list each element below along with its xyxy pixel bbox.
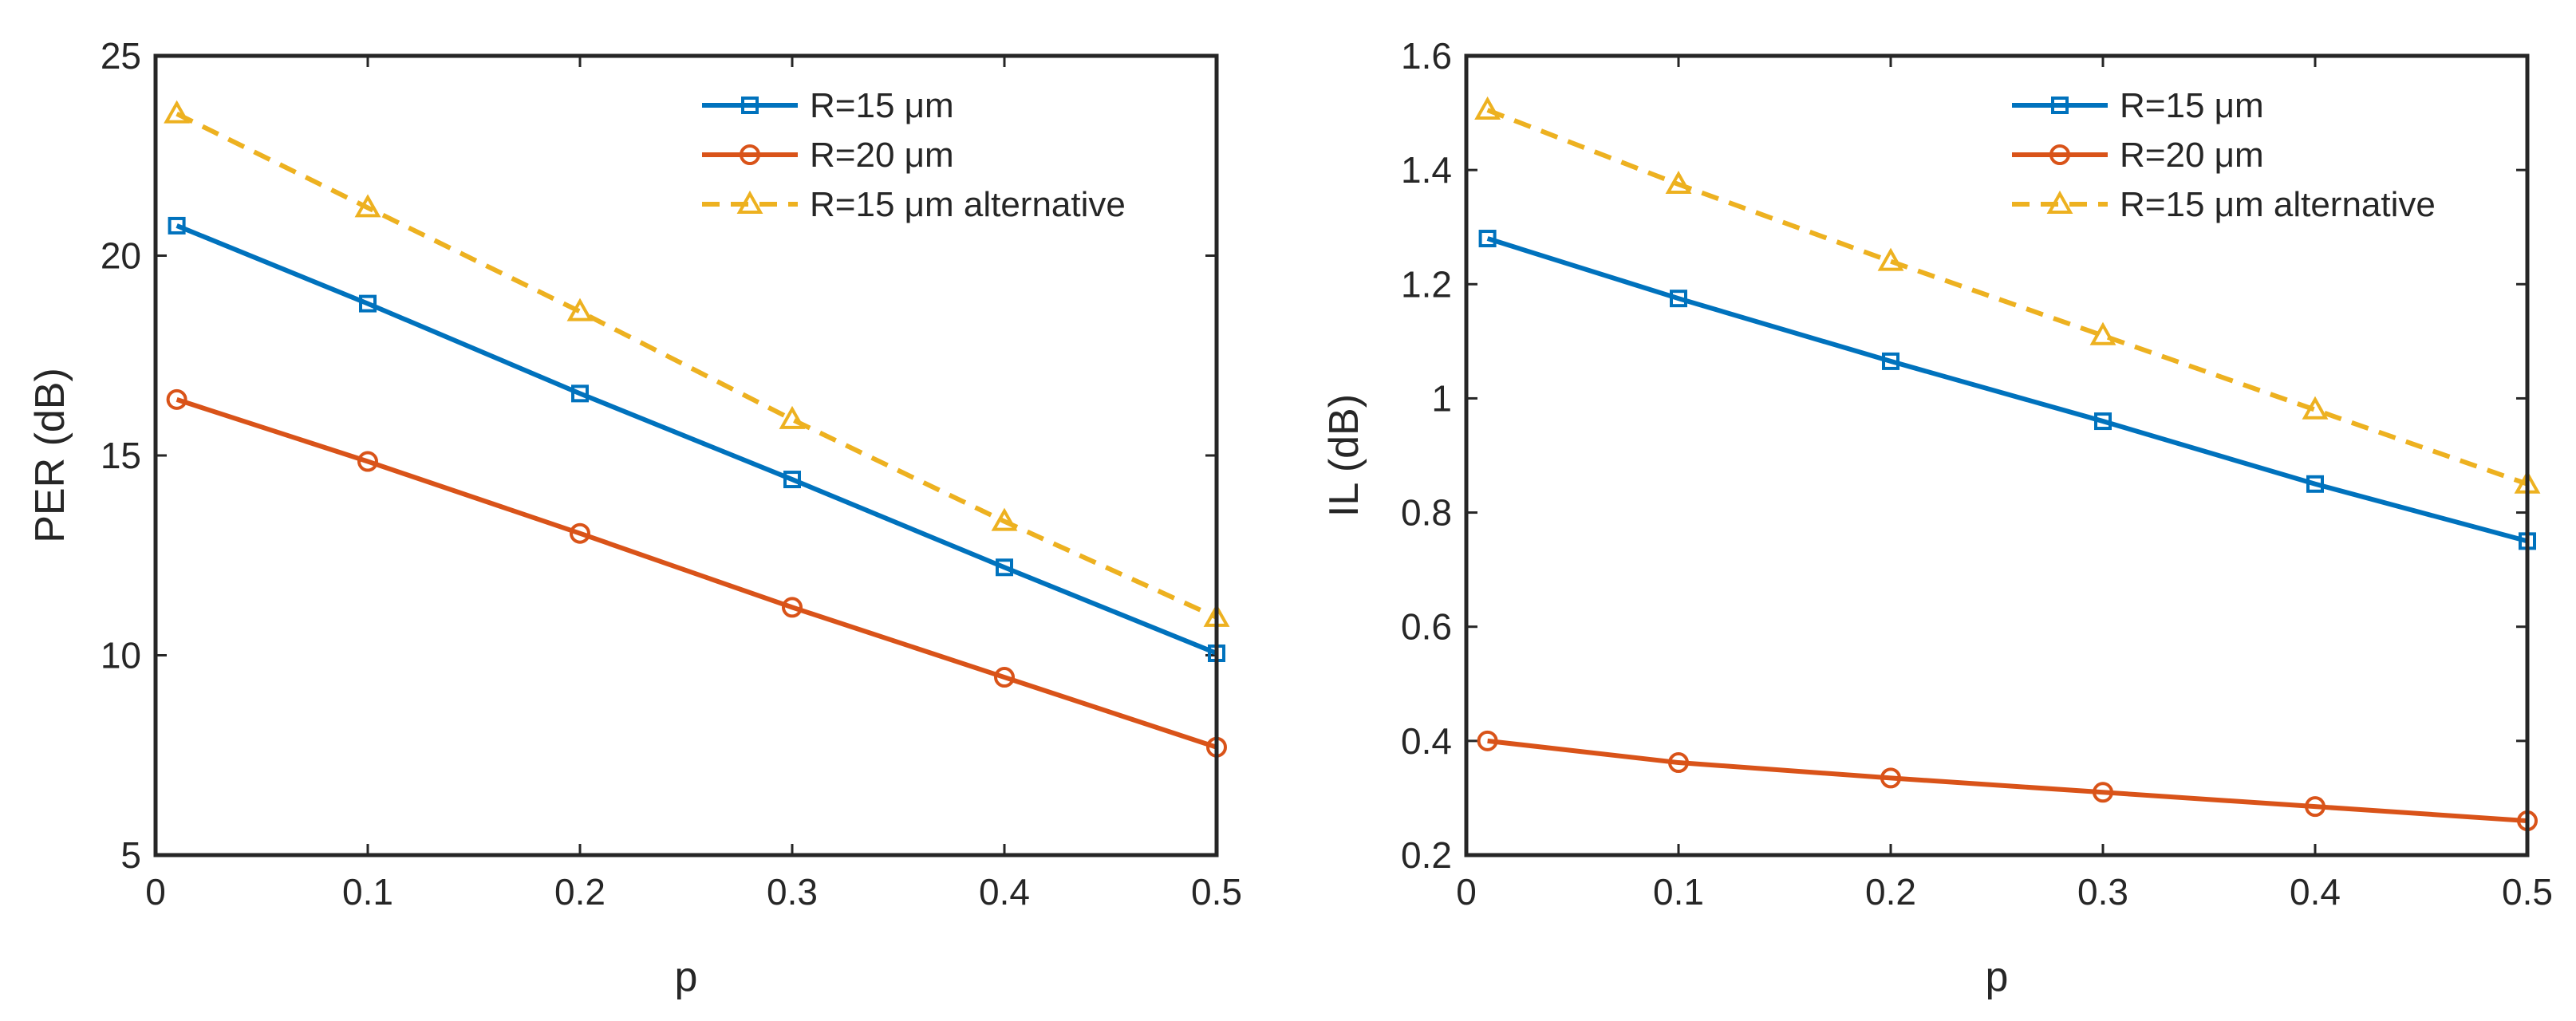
series-line-r15 xyxy=(1486,236,2528,544)
data-point-r15-alt xyxy=(1877,247,1904,271)
legend-label-r15: R=15 μm xyxy=(810,86,954,125)
data-point-r20 xyxy=(1668,752,1689,774)
y-axis-label: PER (dB) xyxy=(27,368,73,543)
data-point-r15-alt xyxy=(1665,170,1692,195)
y-tick-label: 25 xyxy=(101,35,141,77)
x-tick-label: 0.3 xyxy=(767,871,818,913)
y-tick-label: 1.6 xyxy=(1401,35,1452,77)
data-point-r15-alt xyxy=(164,100,191,124)
y-tick-label: 1.4 xyxy=(1401,149,1452,191)
data-point-r15 xyxy=(1882,352,1899,370)
data-point-r15-alt xyxy=(2302,396,2329,420)
legend-label-r20: R=20 μm xyxy=(810,136,954,175)
x-tick-label: 0 xyxy=(145,871,166,913)
legend-label-r15-alt: R=15 μm alternative xyxy=(810,185,1126,224)
data-point-r15-alt xyxy=(991,507,1018,531)
data-point-r15 xyxy=(2094,412,2112,431)
data-point-r20 xyxy=(2093,782,2113,803)
legend-marker-r15 xyxy=(741,97,759,114)
axes-frame xyxy=(1464,53,2530,857)
axes-frame xyxy=(153,53,1219,857)
legend-marker-r15-alt xyxy=(736,190,763,214)
x-tick-label: 0.5 xyxy=(1191,871,1242,913)
legend: R=15 μm R=20 μm R=15 μm alternative xyxy=(2008,84,2507,247)
y-tick-label: 0.4 xyxy=(1401,720,1452,762)
data-point-r20 xyxy=(2305,796,2326,818)
x-tick-label: 0.5 xyxy=(2502,871,2553,913)
data-point-r15 xyxy=(1670,290,1687,308)
legend: R=15 μm R=20 μm R=15 μm alternative xyxy=(698,84,1197,247)
series-line-r15-alt xyxy=(176,111,1218,620)
data-point-r15 xyxy=(1478,230,1497,248)
data-point-r15-alt xyxy=(354,194,381,218)
data-point-r15-alt xyxy=(779,405,806,429)
x-axis-label: p xyxy=(675,954,698,1000)
series-line-r20 xyxy=(1487,738,2528,824)
x-tick-label: 0.4 xyxy=(2290,871,2341,913)
legend-box xyxy=(698,84,1197,247)
data-point-r20 xyxy=(994,667,1015,688)
legend-marker-r20 xyxy=(2049,144,2070,165)
data-point-r15 xyxy=(571,384,589,403)
x-tick-label: 0.1 xyxy=(1653,871,1704,913)
data-point-r20 xyxy=(1880,767,1901,789)
data-point-r15 xyxy=(996,558,1013,577)
chart-per: 0 0.1 0.2 0.3 0.4 0.5 5 10 15 20 25 p PER (dB) R=15 μ… xyxy=(27,35,1242,1000)
legend-marker-r20 xyxy=(740,144,760,165)
y-tick-label: 1 xyxy=(1431,377,1452,419)
data-point-r20 xyxy=(166,388,187,410)
data-point-r15-alt xyxy=(2089,321,2116,345)
series-line-r20 xyxy=(176,397,1217,750)
y-tick-label: 5 xyxy=(120,834,141,876)
x-tick-label: 0.1 xyxy=(342,871,393,913)
data-point-r15 xyxy=(2306,475,2324,493)
x-tick-label: 0.4 xyxy=(979,871,1030,913)
y-tick-label: 10 xyxy=(101,635,141,676)
data-point-r20 xyxy=(782,597,803,618)
y-tick-label: 1.2 xyxy=(1401,263,1452,305)
y-tick-label: 0.6 xyxy=(1401,606,1452,648)
x-tick-label: 0.2 xyxy=(1865,871,1916,913)
data-point-r15 xyxy=(168,216,186,235)
y-tick-label: 15 xyxy=(101,435,141,476)
x-tick-label: 0.3 xyxy=(2077,871,2128,913)
y-tick-label: 0.8 xyxy=(1401,492,1452,534)
data-point-r20 xyxy=(570,522,590,544)
data-point-r15-alt xyxy=(566,298,594,321)
legend-box xyxy=(2008,84,2507,247)
data-point-r15-alt xyxy=(1474,96,1501,120)
data-point-r15 xyxy=(359,294,377,313)
series-r15-alt xyxy=(1474,96,2541,494)
y-tick-label: 0.2 xyxy=(1401,834,1452,876)
chart-il: 0 0.1 0.2 0.3 0.4 0.5 0.2 0.4 0.6 0.8 1 1.2 1.4 1.6 p I… xyxy=(1321,35,2553,1000)
legend-label-r20: R=20 μm xyxy=(2120,136,2264,175)
x-tick-label: 0.2 xyxy=(554,871,606,913)
x-axis-label: p xyxy=(1986,954,2009,1000)
x-tick-label: 0 xyxy=(1456,871,1477,913)
legend-marker-r15 xyxy=(2051,97,2069,114)
y-axis-label: IL (dB) xyxy=(1321,394,1367,517)
legend-marker-r15-alt xyxy=(2046,190,2073,214)
legend-label-r15-alt: R=15 μm alternative xyxy=(2120,185,2436,224)
series-line-r15 xyxy=(176,223,1218,656)
data-point-r20 xyxy=(1477,730,1498,751)
y-tick-label: 20 xyxy=(101,235,141,277)
data-point-r20 xyxy=(357,451,378,472)
data-point-r15 xyxy=(783,471,801,489)
legend-label-r15: R=15 μm xyxy=(2120,86,2264,125)
